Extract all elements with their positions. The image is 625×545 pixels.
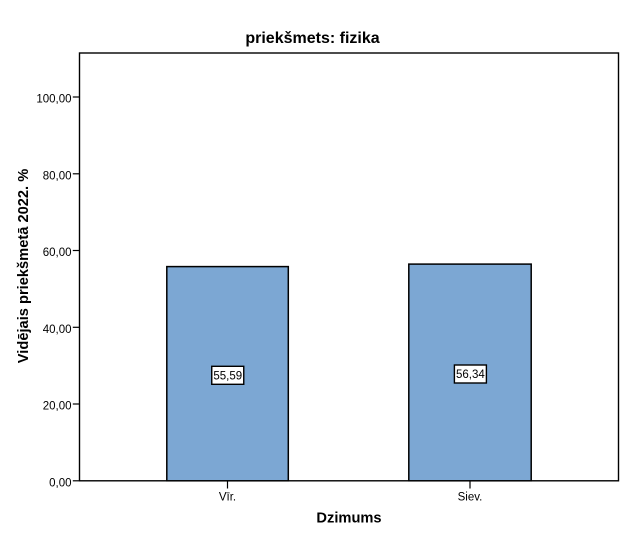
svg-text:56,34: 56,34 bbox=[456, 369, 485, 381]
svg-text:Siev.: Siev. bbox=[458, 491, 483, 503]
svg-text:80,00: 80,00 bbox=[43, 170, 72, 182]
svg-text:Vidējais priekšmetā 2022. %: Vidējais priekšmetā 2022. % bbox=[16, 169, 32, 363]
svg-text:Dzimums: Dzimums bbox=[316, 511, 381, 527]
svg-text:Vīr.: Vīr. bbox=[219, 491, 236, 503]
svg-text:55,59: 55,59 bbox=[213, 370, 242, 382]
svg-text:40,00: 40,00 bbox=[43, 324, 72, 336]
svg-text:100,00: 100,00 bbox=[36, 94, 71, 106]
svg-text:60,00: 60,00 bbox=[43, 247, 72, 259]
svg-text:0,00: 0,00 bbox=[49, 477, 71, 489]
svg-text:20,00: 20,00 bbox=[43, 401, 72, 413]
svg-text:priekšmets: fizika: priekšmets: fizika bbox=[245, 30, 379, 47]
